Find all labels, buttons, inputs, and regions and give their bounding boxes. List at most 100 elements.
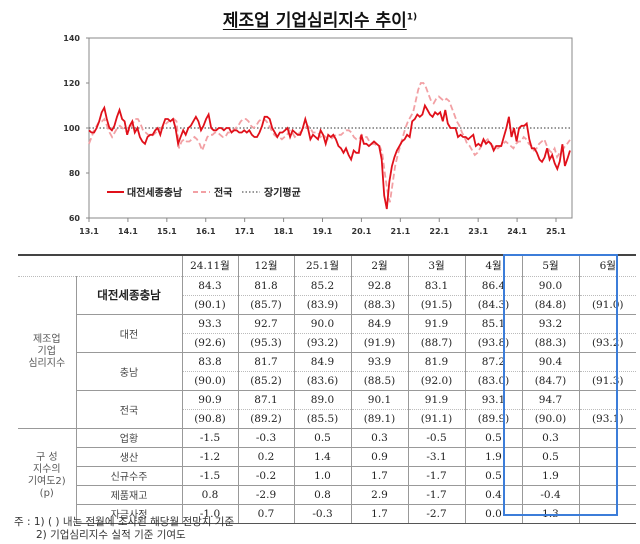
forecast-value-cell: (93.2) [293,332,351,352]
forecast-value-cell: (89.9) [464,408,522,428]
actual-value-cell [578,389,636,409]
footnote-1: 주 : 1) ( ) 내는 전월에 조사된 해당월 전망치 기준 [14,516,235,528]
forecast-value-cell: (88.5) [350,370,408,390]
actual-value-cell: 81.8 [237,275,294,295]
contribution-value-cell [578,427,636,447]
contribution-value-cell: -1.0 [181,503,238,524]
contribution-value-cell: 0.4 [464,484,522,504]
contribution-value-cell: 1.0 [293,465,351,485]
contribution-value-cell: -3.1 [407,446,465,466]
contribution-value-cell [578,484,636,504]
actual-value-cell: 89.0 [293,389,351,409]
contribution-value-cell: -0.3 [237,427,294,447]
actual-value-cell: 94.7 [521,389,579,409]
chart-title-text: 제조업 기업심리지수 추이 [222,11,407,31]
y-tick-label: 120 [63,79,80,88]
y-tick-label: 100 [63,124,80,133]
legend-region-label: 대전세종충남 [127,186,183,199]
contribution-value-cell: 0.9 [350,446,408,466]
contribution-value-cell [578,503,636,524]
y-tick-label: 80 [69,169,81,178]
table-row: (90.8) (89.2) (85.5) (89.1) (91.1) (89.9) (90.… [18,408,636,428]
row-label: 생산 [75,446,182,466]
table-row: 자금사정 -1.0 0.7 -0.3 1.7 -2.7 0.0 1.3 [18,503,636,524]
col-header: 6월 [578,254,636,276]
table-row: (90.1) (85.7) (83.9) (88.3) (91.5) (84.3) (84.… [18,294,636,314]
table-row: 충남 83.8 81.7 84.9 93.9 81.9 87.2 90.4 [18,351,636,390]
forecast-value-cell: (90.1) [181,294,238,314]
x-tick-label: 23.1 [468,227,488,236]
index-rows: 제조업 기업 심리지수 대전세종충남 84.3 81.8 85.2 92.8 83.1 86.4 9… [18,275,636,428]
forecast-value-cell: (83.6) [293,370,351,390]
line-chart: 60 80 100 120 140 13.1 14.1 15.1 16.1 17.1 18.1 19… [63,34,573,236]
contribution-value-cell: 1.9 [464,446,522,466]
contribution-value-cell: 0.5 [464,427,522,447]
contribution-value-cell: 0.5 [521,446,579,466]
title-footnote-marker: 1) [406,12,418,23]
actual-value-cell: 81.9 [407,351,465,371]
contribution-value-cell [578,465,636,485]
row-label: 전국 [75,389,182,428]
forecast-value-cell: (90.0) [521,408,579,428]
contribution-value-cell: 1.3 [521,503,579,524]
actual-value-cell: 85.2 [293,275,351,295]
contribution-value-cell: 0.3 [350,427,408,447]
actual-value-cell: 87.2 [464,351,522,371]
forecast-value-cell: (92.0) [407,370,465,390]
col-header: 5월 [521,254,579,276]
contribution-rows: 구 성 지수의 기여도2) (p) 업황 -1.5 -0.3 0.5 0.3 -0.5 0.5 0.3… [18,427,636,524]
contribution-value-cell: 2.9 [350,484,408,504]
forecast-value-cell: (93.8) [464,332,522,352]
forecast-value-cell: (91.0) [578,294,636,314]
x-tick-label: 18.1 [274,227,294,236]
legend-average-label: 장기평균 [264,186,301,199]
table-row: 제품재고 0.8 -2.9 0.8 2.9 -1.7 0.4 -0.4 [18,484,636,504]
x-tick-label: 14.1 [118,227,138,236]
table-row: 전국 90.9 87.1 89.0 90.1 91.9 93.1 94.7 [18,389,636,428]
x-tick-label: 25.1 [546,227,566,236]
actual-value-cell: 87.1 [237,389,294,409]
x-tick-label: 15.1 [157,227,177,236]
actual-value-cell: 93.1 [464,389,522,409]
contribution-value-cell: -1.2 [181,446,238,466]
col-header: 3월 [407,254,465,276]
col-header: 12월 [237,254,294,276]
row-label: 대전 [75,313,182,352]
row-label: 제품재고 [75,484,182,504]
forecast-value-cell: (93.1) [578,408,636,428]
actual-value-cell: 92.7 [237,313,294,333]
forecast-value-cell: (91.9) [350,332,408,352]
actual-value-cell: 92.8 [350,275,408,295]
forecast-value-cell: (83.0) [464,370,522,390]
contribution-value-cell: 1.4 [293,446,351,466]
x-tick-label: 24.1 [507,227,527,236]
actual-value-cell: 84.9 [350,313,408,333]
y-tick-label: 140 [63,34,80,43]
chart-title: 제조업 기업심리지수 추이1) [0,6,640,31]
table-row: 신규수주 -1.5 -0.2 1.0 1.7 -1.7 0.5 1.9 [18,465,636,485]
contribution-value-cell: 0.5 [464,465,522,485]
contribution-value-cell: -1.7 [407,484,465,504]
legend: 대전세종충남 전국 장기평균 [107,186,301,199]
x-tick-label: 20.1 [352,227,372,236]
actual-value-cell: 93.2 [521,313,579,333]
table-row: (90.0) (85.2) (83.6) (88.5) (92.0) (83.0) (84.… [18,370,636,390]
y-axis: 60 80 100 120 140 [63,34,89,223]
table-row: (92.6) (95.3) (93.2) (91.9) (88.7) (93.8) (88.… [18,332,636,352]
contribution-value-cell: -1.5 [181,427,238,447]
actual-value-cell: 90.4 [521,351,579,371]
contribution-value-cell: -2.7 [407,503,465,524]
forecast-value-cell: (91.1) [407,408,465,428]
actual-value-cell: 83.1 [407,275,465,295]
actual-value-cell: 90.1 [350,389,408,409]
row-group-label-contribution: 구 성 지수의 기여도2) (p) [18,427,76,523]
forecast-value-cell: (84.8) [521,294,579,314]
actual-value-cell [578,351,636,371]
actual-value-cell: 90.0 [521,275,579,295]
contribution-value-cell: -1.5 [181,465,238,485]
forecast-value-cell: (85.7) [237,294,294,314]
forecast-value-cell: (83.9) [293,294,351,314]
col-header: 25.1월 [293,254,351,276]
contribution-value-cell: -2.9 [237,484,294,504]
actual-value-cell: 91.9 [407,389,465,409]
